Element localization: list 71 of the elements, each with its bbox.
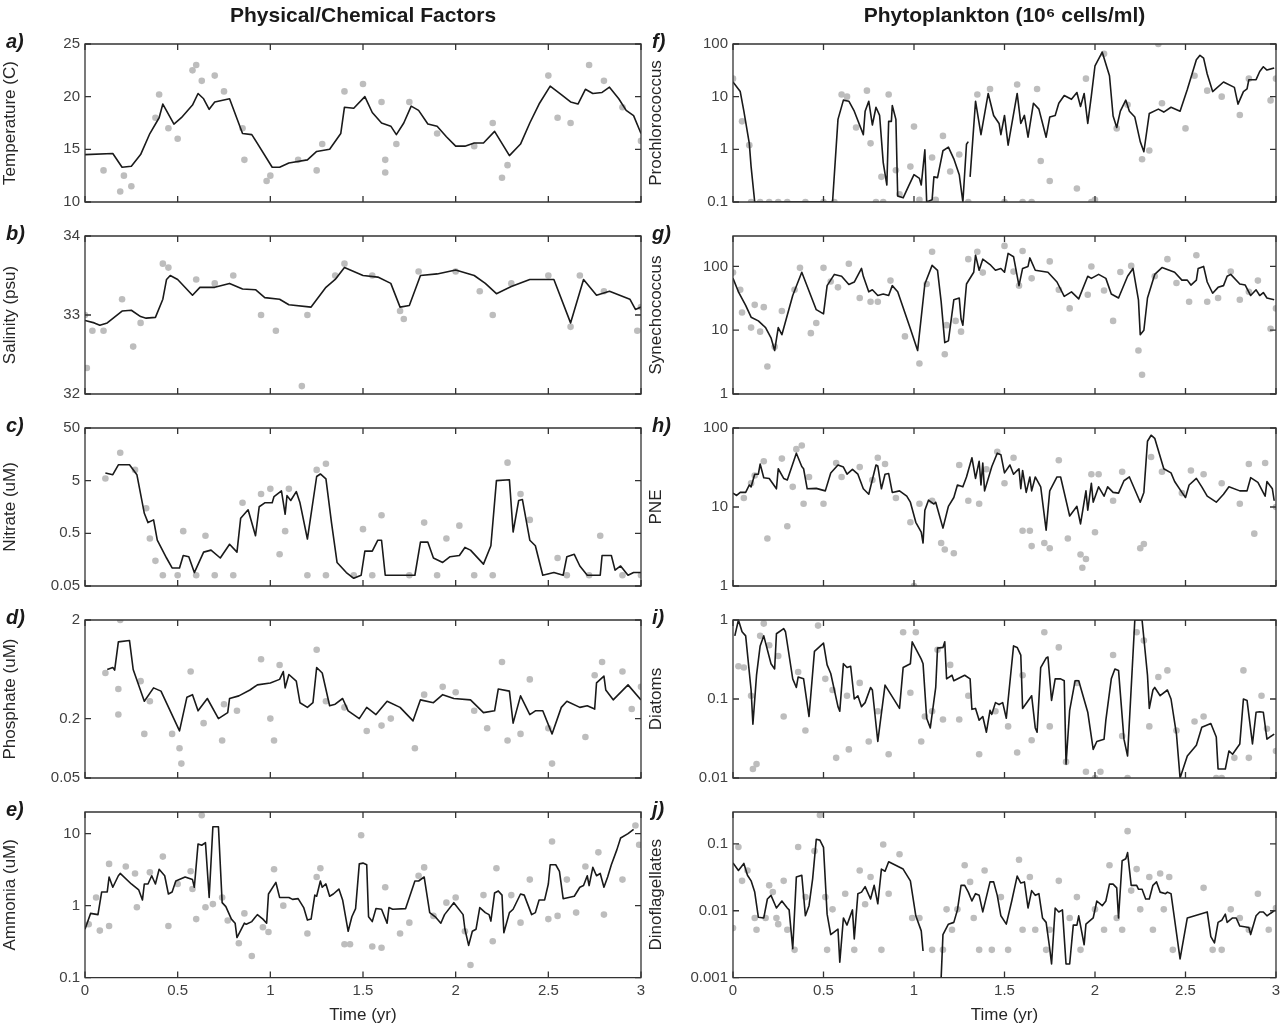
- y-tick-label: 0.01: [698, 900, 728, 918]
- y-tick-label: 0.05: [50, 768, 80, 786]
- x-tick-label: 3: [636, 980, 646, 998]
- x-tick-label: 2.5: [537, 980, 559, 998]
- x-tick-label: 3: [1271, 980, 1281, 998]
- x-tick-label: 2: [451, 980, 460, 998]
- y-tick-label: 0.01: [698, 768, 728, 786]
- y-tick-label: 0.5: [59, 523, 80, 541]
- y-axis-title: Synechococcus: [645, 255, 665, 375]
- x-tick-label: 0.5: [167, 980, 189, 998]
- text: d): [6, 606, 25, 629]
- y-tick-label: 20: [63, 86, 80, 104]
- x-tick-label: 1: [266, 980, 275, 998]
- y-tick-label: 0.1: [707, 834, 728, 852]
- y-axis-title: Salinity (psu): [0, 265, 19, 365]
- y-tick-label: 2: [71, 610, 80, 628]
- text: e): [6, 798, 24, 821]
- y-tick-label: 50: [63, 418, 80, 436]
- y-tick-label: 1: [719, 610, 728, 628]
- x-tick-label: 0: [728, 980, 738, 998]
- text: b): [6, 222, 25, 245]
- y-tick-label: 32: [63, 384, 80, 402]
- y-axis-title: Temperature (C): [0, 61, 19, 185]
- y-tick-label: 1: [719, 384, 728, 402]
- text: a): [6, 30, 24, 53]
- text: h): [652, 414, 671, 437]
- chart-title: Physical/Chemical Factors: [228, 2, 498, 28]
- text: i): [652, 606, 665, 629]
- y-axis-title: Phosphate (uM): [0, 638, 19, 760]
- y-tick-label: 0.05: [50, 576, 80, 594]
- y-axis-title: Nitrate (uM): [0, 462, 19, 552]
- y-tick-label: 10: [711, 320, 728, 338]
- y-tick-label: 15: [63, 139, 80, 157]
- y-tick-label: 100: [702, 34, 728, 52]
- y-tick-label: 33: [63, 305, 80, 323]
- y-axis-title: PNE: [645, 489, 665, 525]
- y-tick-label: 5: [71, 470, 80, 488]
- y-tick-label: 25: [63, 34, 80, 52]
- y-axis-title: Dinoflagellates: [645, 839, 665, 951]
- text: f): [652, 30, 666, 53]
- x-tick-label: 1: [909, 980, 919, 998]
- y-tick-label: 10: [63, 823, 80, 841]
- y-tick-label: 10: [711, 497, 728, 515]
- y-tick-label: 0.1: [707, 689, 728, 707]
- x-tick-label: 0.5: [813, 980, 834, 998]
- y-tick-label: 100: [702, 256, 728, 274]
- x-tick-label: 1.5: [352, 980, 374, 998]
- text: g): [652, 222, 671, 245]
- x-tick-label: 2.5: [1175, 980, 1196, 998]
- y-tick-label: 1: [719, 139, 728, 157]
- x-axis-title: Time (yr): [329, 1005, 397, 1025]
- y-tick-label: 0.1: [59, 967, 80, 985]
- y-tick-label: 100: [702, 418, 728, 436]
- y-axis-title: Prochlorococcus: [645, 60, 665, 186]
- y-tick-label: 1: [719, 576, 728, 594]
- y-axis-title: Ammonia (uM): [0, 839, 19, 951]
- x-tick-label: 0: [80, 980, 90, 998]
- y-tick-label: 1: [71, 895, 80, 913]
- y-axis-title: Diatoms: [645, 667, 665, 731]
- text: j): [652, 798, 665, 821]
- x-tick-label: 2: [1090, 980, 1100, 998]
- y-tick-label: 10: [711, 86, 728, 104]
- chart-title: Phytoplankton (10⁶ cells/ml): [862, 2, 1147, 28]
- x-axis-title: Time (yr): [970, 1005, 1039, 1025]
- x-tick-label: 1.5: [994, 980, 1015, 998]
- y-tick-label: 34: [63, 226, 80, 244]
- y-tick-label: 0.1: [707, 192, 728, 210]
- y-tick-label: 0.2: [59, 708, 80, 726]
- y-tick-label: 10: [63, 192, 80, 210]
- y-tick-label: 0.001: [690, 967, 728, 985]
- text: c): [6, 414, 24, 437]
